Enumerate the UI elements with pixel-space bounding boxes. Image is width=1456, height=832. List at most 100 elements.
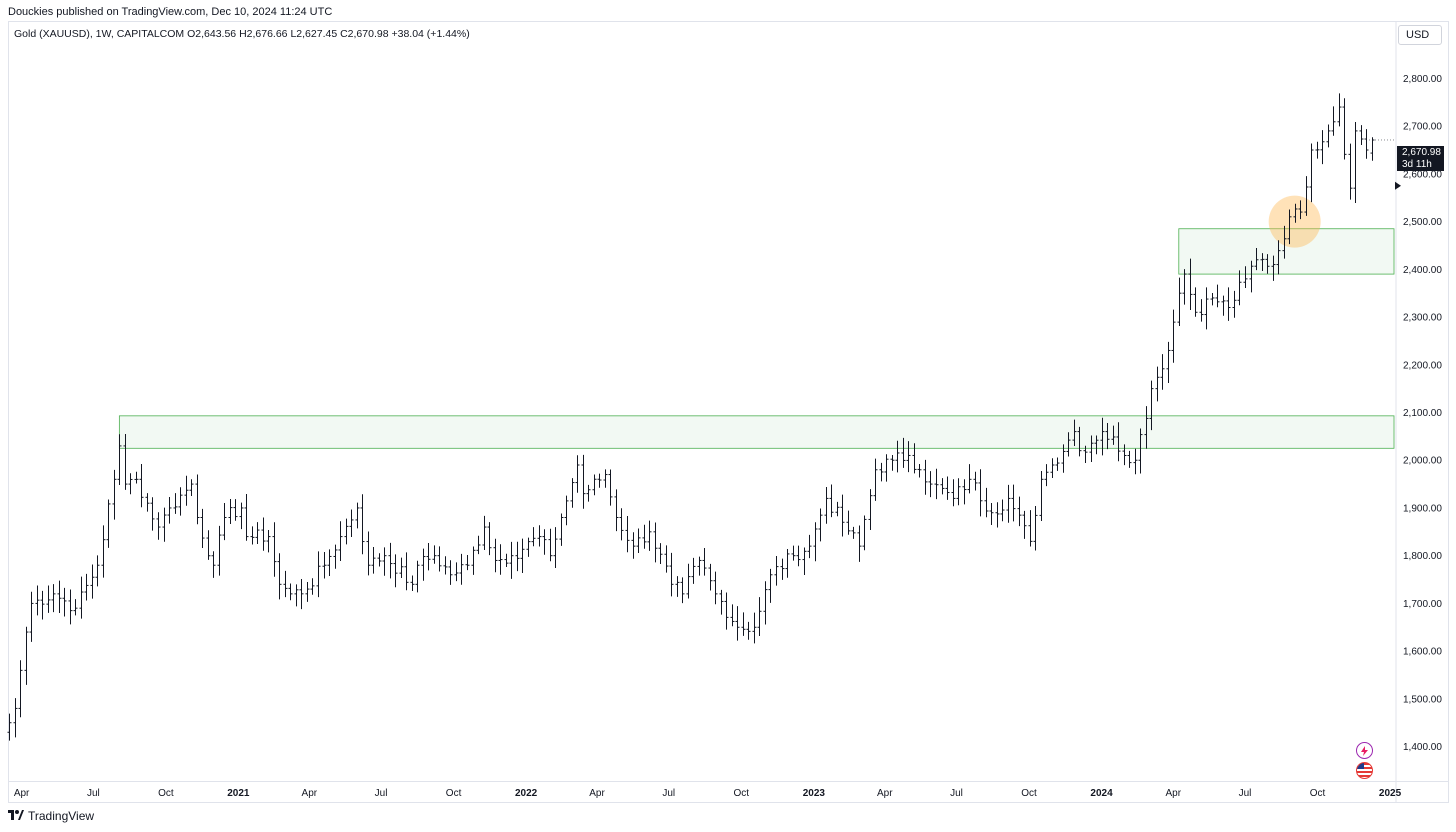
ohlc-bar-126 xyxy=(697,556,702,576)
ohlc-bar-131 xyxy=(724,592,729,630)
ohlc-bar-245 xyxy=(1353,121,1358,203)
ohlc-bar-137 xyxy=(757,597,762,637)
ohlc-bar-79 xyxy=(437,546,442,572)
ohlc-bar-149 xyxy=(824,487,829,524)
ohlc-bar-8 xyxy=(46,585,51,613)
time-tick-label: Apr xyxy=(589,788,605,799)
ohlc-bar-36 xyxy=(200,508,205,548)
currency-button[interactable]: USD xyxy=(1398,25,1442,45)
ohlc-bar-231 xyxy=(1276,240,1281,275)
ohlc-bar-248 xyxy=(1370,137,1375,161)
price-tick-label: 2,200.00 xyxy=(1403,360,1442,371)
support-zones xyxy=(118,228,1395,449)
ohlc-bar-95 xyxy=(526,537,531,557)
ohlc-bar-19 xyxy=(106,499,111,548)
ohlc-bar-198 xyxy=(1094,435,1099,455)
ohlc-bar-224 xyxy=(1237,270,1242,306)
ohlc-bar-195 xyxy=(1077,426,1082,457)
support-zone-2 xyxy=(1178,228,1395,275)
legend-close: C2,670.98 xyxy=(340,28,389,40)
ohlc-bar-93 xyxy=(515,541,520,572)
ohlc-bar-127 xyxy=(702,547,707,576)
ohlc-bar-176 xyxy=(973,471,978,491)
ohlc-bar-211 xyxy=(1166,341,1171,384)
ohlc-bar-206 xyxy=(1138,428,1143,474)
ohlc-bar-34 xyxy=(189,479,194,497)
price-tick-label: 1,800.00 xyxy=(1403,551,1442,562)
ohlc-bar-66 xyxy=(366,531,371,576)
ohlc-bar-129 xyxy=(713,571,718,605)
ohlc-bar-183 xyxy=(1011,484,1016,522)
ohlc-bar-209 xyxy=(1155,366,1160,402)
price-tick-label: 2,800.00 xyxy=(1403,74,1442,85)
price-tick-label: 2,600.00 xyxy=(1403,169,1442,180)
price-tick-label: 2,400.00 xyxy=(1403,265,1442,276)
ohlc-bar-142 xyxy=(785,549,790,578)
ohlc-bar-3 xyxy=(18,660,23,718)
ohlc-bar-39 xyxy=(217,525,222,576)
ohlc-bar-29 xyxy=(162,507,167,542)
ohlc-bar-121 xyxy=(669,552,674,597)
ohlc-bar-14 xyxy=(79,576,84,619)
ohlc-bar-24 xyxy=(134,471,139,484)
ohlc-bar-119 xyxy=(658,543,663,564)
ohlc-bar-45 xyxy=(250,526,255,545)
ohlc-bar-63 xyxy=(349,509,354,537)
ohlc-bar-113 xyxy=(625,515,630,553)
ohlc-bar-76 xyxy=(421,548,426,581)
ohlc-bar-203 xyxy=(1122,444,1127,466)
ohlc-bar-2 xyxy=(13,698,18,738)
ohlc-bar-90 xyxy=(498,544,503,575)
ohlc-bar-196 xyxy=(1083,445,1088,464)
ohlc-bar-194 xyxy=(1072,419,1077,447)
lightning-icon[interactable] xyxy=(1356,742,1373,759)
ohlc-bar-11 xyxy=(62,587,67,617)
ohlc-bar-146 xyxy=(807,534,812,559)
legend-high: H2,676.66 xyxy=(239,28,288,40)
ohlc-bar-201 xyxy=(1111,425,1116,445)
time-tick-label: Oct xyxy=(446,788,462,799)
ohlc-bar-169 xyxy=(934,468,939,500)
ohlc-bar-31 xyxy=(173,493,178,514)
ohlc-bar-89 xyxy=(493,538,498,573)
ohlc-bar-27 xyxy=(150,497,155,531)
time-tick-label: 2024 xyxy=(1090,788,1113,799)
ohlc-bar-246 xyxy=(1359,125,1364,146)
ohlc-bar-247 xyxy=(1364,129,1369,159)
ohlc-bar-84 xyxy=(465,555,470,571)
ohlc-bar-104 xyxy=(575,455,580,493)
ohlc-bar-74 xyxy=(410,575,415,592)
ohlc-bar-26 xyxy=(145,493,150,512)
ohlc-bar-162 xyxy=(895,440,900,473)
legend-open: O2,643.56 xyxy=(187,28,237,40)
ohlc-bar-232 xyxy=(1282,225,1287,259)
ohlc-bar-184 xyxy=(1017,496,1022,527)
ohlc-bar-188 xyxy=(1039,470,1044,522)
tradingview-footer[interactable]: TradingView xyxy=(8,809,94,823)
ohlc-bar-219 xyxy=(1210,292,1215,306)
price-tick-label: 1,500.00 xyxy=(1403,694,1442,705)
time-tick-label: Jul xyxy=(950,788,963,799)
ohlc-bar-225 xyxy=(1243,266,1248,288)
us-flag-icon[interactable] xyxy=(1356,762,1373,779)
ohlc-bar-57 xyxy=(316,551,321,598)
ohlc-bar-53 xyxy=(294,584,299,607)
ohlc-bar-28 xyxy=(156,512,161,540)
ohlc-bar-32 xyxy=(178,487,183,516)
ohlc-bar-134 xyxy=(741,612,746,636)
time-tick-label: Oct xyxy=(158,788,174,799)
ohlc-bar-147 xyxy=(813,522,818,562)
ohlc-bar-152 xyxy=(840,494,845,537)
ohlc-bar-70 xyxy=(388,542,393,579)
ohlc-bar-78 xyxy=(432,545,437,564)
ohlc-bar-202 xyxy=(1116,422,1121,462)
ohlc-bar-242 xyxy=(1337,93,1342,127)
ohlc-bar-115 xyxy=(636,528,641,553)
time-tick-label: Jul xyxy=(662,788,675,799)
ohlc-bar-80 xyxy=(443,556,448,575)
ohlc-bar-167 xyxy=(923,459,928,495)
ohlc-bar-118 xyxy=(653,522,658,563)
support-zone-1 xyxy=(118,415,1395,449)
ohlc-bar-145 xyxy=(802,547,807,576)
